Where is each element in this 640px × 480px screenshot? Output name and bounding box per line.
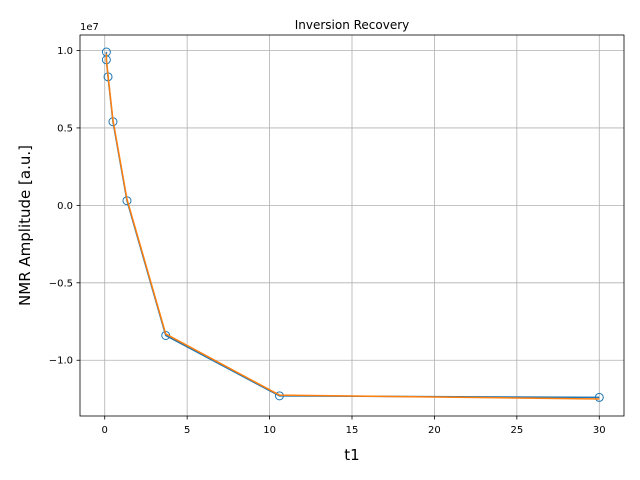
x-tick-label: 5	[184, 425, 190, 436]
y-tick-label: −1.0	[49, 356, 73, 367]
y-tick-label: 0.0	[57, 201, 73, 212]
x-axis-label: t1	[344, 446, 359, 464]
x-tick-label: 0	[102, 425, 108, 436]
x-tick-label: 15	[346, 425, 359, 436]
y-tick-label: 0.5	[57, 123, 73, 134]
series-line-fit	[105, 53, 600, 400]
grid	[80, 35, 624, 416]
chart-title: Inversion Recovery	[295, 18, 410, 32]
series-line-data	[105, 52, 600, 399]
series-layer	[101, 47, 604, 402]
x-tick-label: 20	[428, 425, 441, 436]
x-ticks: 0 5 10 15 20 25 30	[102, 416, 606, 436]
y-ticks: 1.0 0.5 0.0 −0.5 −1.0	[49, 46, 80, 367]
data-point	[594, 392, 604, 402]
y-offset-label: 1e7	[80, 22, 99, 33]
y-tick-label: −0.5	[49, 278, 73, 289]
x-tick-label: 10	[263, 425, 276, 436]
x-tick-label: 30	[593, 425, 606, 436]
x-tick-label: 25	[510, 425, 523, 436]
y-tick-label: 1.0	[57, 46, 73, 57]
y-axis-label: NMR Amplitude [a.u.]	[16, 145, 34, 306]
